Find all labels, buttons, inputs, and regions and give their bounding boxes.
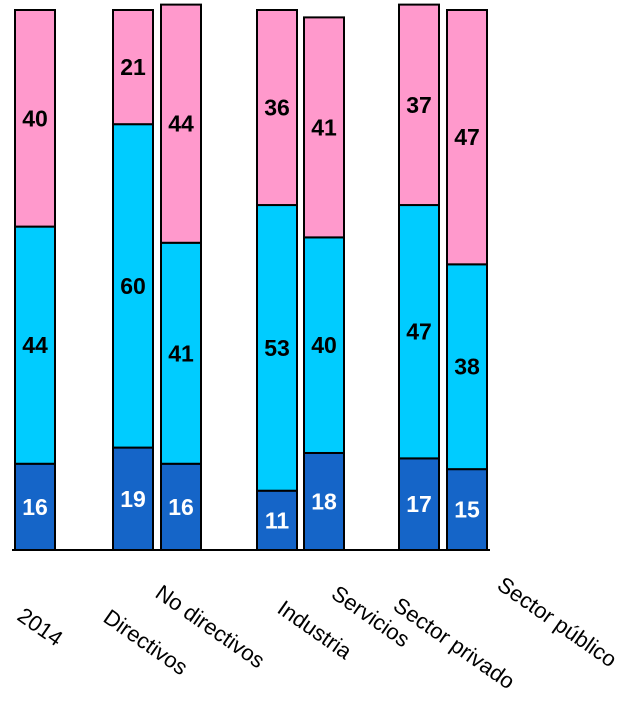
bar-segment: [303, 16, 345, 239]
bar-segment: [398, 3, 440, 207]
bar-segment: [256, 9, 298, 207]
bar-segment: [446, 468, 488, 551]
data-label: 11: [265, 507, 290, 533]
category-label: Sector privado: [389, 592, 520, 694]
bar-segment: [256, 489, 298, 551]
data-label: 16: [22, 494, 48, 520]
data-label: 40: [311, 332, 337, 358]
bar-segment: [112, 9, 154, 126]
data-label: 19: [120, 486, 146, 512]
data-label: 16: [168, 494, 194, 520]
data-label: 60: [120, 273, 146, 299]
data-label: 37: [406, 92, 432, 118]
bar-segment: [14, 462, 56, 552]
bar-segment: [160, 3, 202, 244]
data-label: 21: [120, 54, 146, 80]
data-label: 17: [406, 491, 432, 517]
category-label: 2014: [13, 603, 67, 652]
data-label: 47: [406, 319, 432, 345]
bar-segment: [398, 204, 440, 460]
data-label: 36: [264, 95, 290, 121]
data-label: 38: [454, 354, 480, 380]
bar-segment: [160, 462, 202, 552]
bar-segment: [112, 446, 154, 551]
data-label: 15: [454, 497, 480, 523]
bar-segment: [160, 241, 202, 465]
bar-segment: [303, 236, 345, 454]
data-label: 40: [22, 105, 48, 131]
bar-segment: [398, 457, 440, 551]
data-label: 18: [311, 488, 337, 514]
data-label: 53: [264, 335, 290, 361]
bar-segment: [112, 123, 154, 449]
bar-segment: [256, 204, 298, 492]
data-label: 41: [311, 114, 337, 140]
data-label: 44: [168, 111, 194, 137]
data-label: 47: [454, 124, 480, 150]
bar-segment: [14, 9, 56, 228]
data-label: 41: [168, 340, 194, 366]
data-label: 44: [22, 332, 48, 358]
bar-segment: [14, 225, 56, 465]
category-label: Sector público: [493, 572, 622, 672]
bar-segment: [446, 9, 488, 266]
